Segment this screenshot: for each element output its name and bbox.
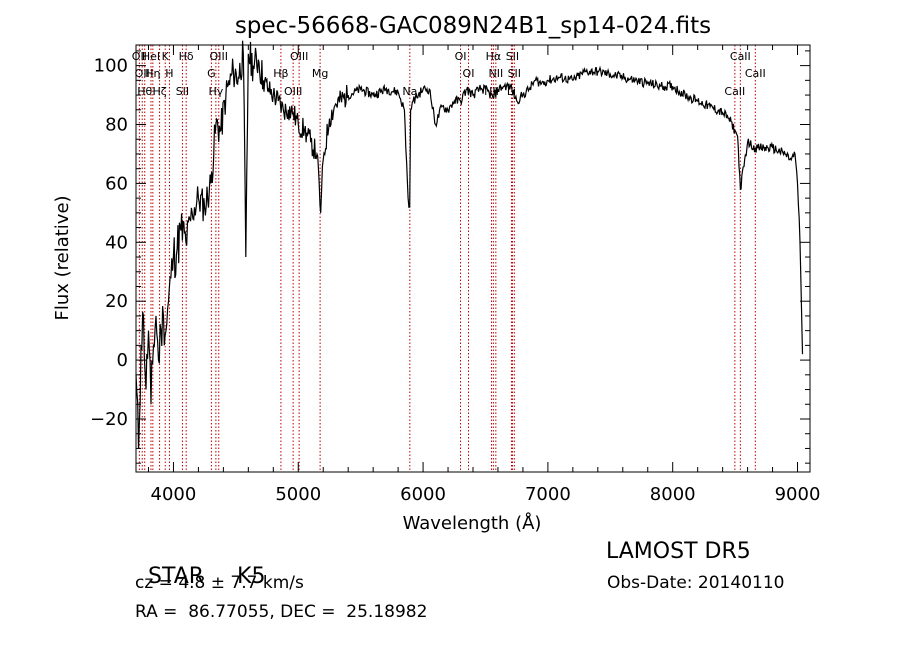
coordinates-text: RA = 86.77055, DEC = 25.18982 — [135, 602, 428, 622]
line-marker-label: Hδ — [179, 50, 194, 63]
y-axis-label: Flux (relative) — [52, 195, 73, 320]
spectral-class: STAR K5 — [134, 539, 265, 589]
line-marker-label: CaII — [724, 85, 745, 98]
line-marker-label: HeI — [142, 50, 160, 63]
line-marker-label: Hα — [486, 50, 502, 63]
line-marker-label: SII — [176, 85, 189, 98]
x-axis-ticks: 4000 5000 6000 7000 8000 9000 — [147, 45, 821, 505]
line-marker-label: SII — [508, 67, 521, 80]
line-marker-label: K — [162, 50, 170, 63]
x-tick-label: 4000 — [151, 484, 197, 505]
line-marker-label: H — [165, 67, 173, 80]
line-marker-label: OIII — [210, 50, 228, 63]
plot-frame — [135, 44, 811, 473]
y-tick-label: 80 — [105, 115, 128, 136]
y-tick-label: 0 — [117, 350, 128, 371]
object-class: STAR — [148, 564, 205, 589]
line-marker-label: Hη — [145, 67, 160, 80]
line-marker-label: NII — [488, 67, 503, 80]
chart-title: spec-56668-GAC089N24B1_sp14-024.fits — [235, 13, 711, 39]
x-tick-label: 6000 — [400, 484, 446, 505]
y-tick-label: 60 — [105, 173, 128, 194]
y-axis-ticks: −20 0 20 40 60 80 100 — [90, 50, 810, 464]
line-marker-label: OIII — [290, 50, 308, 63]
y-tick-label: 100 — [94, 56, 128, 77]
emission-line-labels: OIIOIIHθHeIHηHζKHSIIHδGHγOIIIHβOIIIOIIIM… — [132, 50, 766, 98]
line-marker-label: Hβ — [273, 67, 288, 80]
x-axis-label: Wavelength (Å) — [403, 512, 542, 534]
line-marker-label: OII — [135, 67, 150, 80]
line-marker-label: CaII — [745, 67, 766, 80]
spectrum-line — [135, 40, 804, 449]
line-marker-label: OI — [455, 50, 467, 63]
x-tick-label: 7000 — [525, 484, 571, 505]
x-tick-label: 5000 — [275, 484, 321, 505]
line-marker-label: Li — [507, 85, 516, 98]
redshift-text: cz = 4.8 ± 7.7 km/s — [135, 573, 304, 593]
line-marker-label: SII — [506, 50, 519, 63]
observation-date: Obs-Date: 20140110 — [607, 573, 785, 593]
line-marker-label: Mg — [312, 67, 328, 80]
x-tick-label: 8000 — [650, 484, 696, 505]
line-marker-label: CaII — [730, 50, 751, 63]
line-marker-label: G — [207, 67, 216, 80]
line-marker-label: OI — [463, 67, 475, 80]
line-marker-label: OIII — [284, 85, 302, 98]
y-tick-label: 20 — [105, 291, 128, 312]
line-marker-label: Hθ — [137, 85, 152, 98]
y-tick-label: 40 — [105, 232, 128, 253]
line-marker-label: Hζ — [152, 85, 166, 98]
x-tick-label: 9000 — [775, 484, 821, 505]
line-marker-label: Na — [402, 85, 417, 98]
line-marker-label: Hγ — [208, 85, 223, 98]
survey-name: LAMOST DR5 — [606, 539, 751, 564]
object-subclass: K5 — [237, 564, 266, 589]
y-tick-label: −20 — [90, 409, 128, 430]
